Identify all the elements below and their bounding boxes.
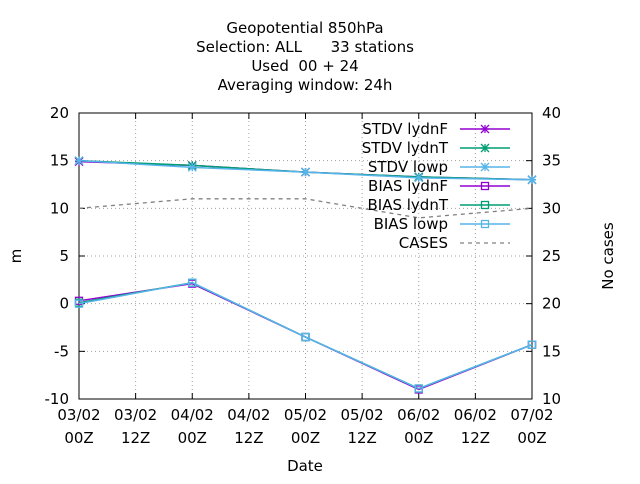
x-tick-label-hour: 12Z bbox=[347, 429, 376, 447]
grid bbox=[79, 113, 532, 399]
series-point-5 bbox=[414, 384, 423, 393]
y-tick-label: 10 bbox=[50, 199, 69, 217]
series-point-5 bbox=[74, 299, 84, 308]
x-tick-label-hour: 00Z bbox=[404, 429, 433, 447]
series-line-5 bbox=[78, 281, 533, 390]
x-tick-label-date: 06/02 bbox=[397, 406, 440, 424]
x-tick-label-date: 04/02 bbox=[171, 406, 214, 424]
y2-tick-label: 15 bbox=[542, 342, 561, 360]
y2-tick-label: 10 bbox=[542, 390, 561, 408]
legend-marker bbox=[480, 200, 490, 210]
y-tick-label: -10 bbox=[45, 390, 70, 408]
x-tick-label-hour: 00Z bbox=[64, 429, 93, 447]
x-tick-label-date: 06/02 bbox=[454, 406, 497, 424]
x-tick-label-date: 03/02 bbox=[114, 406, 157, 424]
y-tick-label: 15 bbox=[50, 152, 69, 170]
y2-tick-label: 40 bbox=[542, 104, 561, 122]
x-tick-label-hour: 12Z bbox=[121, 429, 150, 447]
series-point-2 bbox=[301, 167, 310, 177]
legend-label: BIAS lowp bbox=[374, 215, 448, 233]
legend-label: CASES bbox=[399, 234, 448, 252]
x-tick-label-hour: 12Z bbox=[461, 429, 490, 447]
y2-tick-label: 20 bbox=[542, 295, 561, 313]
series-point-5 bbox=[301, 332, 310, 342]
series bbox=[74, 156, 537, 394]
legend-label: BIAS lydnT bbox=[367, 196, 448, 214]
series-point-2 bbox=[414, 173, 424, 183]
series-point-2 bbox=[527, 175, 537, 185]
legend-marker bbox=[480, 181, 490, 191]
y-tick-label: -5 bbox=[54, 342, 69, 360]
x-tick-label-hour: 00Z bbox=[517, 429, 546, 447]
title-line-4: Averaging window: 24h bbox=[218, 76, 393, 94]
series-line-4 bbox=[78, 281, 533, 390]
axes: -10 -5 0 5 10 15 20 10 15 20 25 30 35 40 03/02 00Z 03/02… bbox=[45, 104, 562, 447]
legend-label: STDV lydnT bbox=[362, 139, 449, 157]
x-tick-label-date: 05/02 bbox=[341, 406, 384, 424]
series-line-6 bbox=[78, 198, 533, 219]
x-tick-label-hour: 12Z bbox=[234, 429, 263, 447]
series-point-5 bbox=[188, 278, 197, 287]
legend-label: BIAS lydnF bbox=[368, 177, 448, 195]
plot-border bbox=[78, 112, 533, 400]
x-tick-label-hour: 00Z bbox=[291, 429, 320, 447]
x-tick-label-date: 07/02 bbox=[510, 406, 553, 424]
y-axis-label: m bbox=[7, 249, 25, 264]
y-tick-label: 0 bbox=[59, 295, 69, 313]
title-line-2: Selection: ALL 33 stations bbox=[196, 38, 414, 56]
legend-label: STDV lowp bbox=[368, 158, 448, 176]
y2-tick-label: 25 bbox=[542, 247, 561, 265]
y-tick-label: 5 bbox=[59, 247, 69, 265]
title-line-1: Geopotential 850hPa bbox=[226, 19, 383, 37]
y-tick-label: 20 bbox=[50, 104, 69, 122]
y2-axis-label: No cases bbox=[599, 222, 617, 290]
legend-marker bbox=[480, 143, 490, 153]
x-tick-label-date: 04/02 bbox=[227, 406, 270, 424]
legend-marker bbox=[480, 162, 490, 172]
legend-marker bbox=[480, 219, 490, 229]
series-point-2 bbox=[187, 162, 197, 172]
y2-tick-label: 35 bbox=[542, 152, 561, 170]
series-point-2 bbox=[74, 156, 84, 166]
legend-label: STDV lydnF bbox=[362, 120, 448, 138]
y2-tick-label: 30 bbox=[542, 199, 561, 217]
legend-marker bbox=[480, 124, 490, 134]
series-point-5 bbox=[527, 340, 537, 349]
x-tick-label-date: 05/02 bbox=[284, 406, 327, 424]
x-axis-label: Date bbox=[287, 457, 323, 475]
x-tick-label-date: 03/02 bbox=[57, 406, 100, 424]
title-line-3: Used 00 + 24 bbox=[251, 57, 358, 75]
x-tick-label-hour: 00Z bbox=[178, 429, 207, 447]
chart-title: Geopotential 850hPa Selection: ALL 33 st… bbox=[196, 19, 414, 94]
